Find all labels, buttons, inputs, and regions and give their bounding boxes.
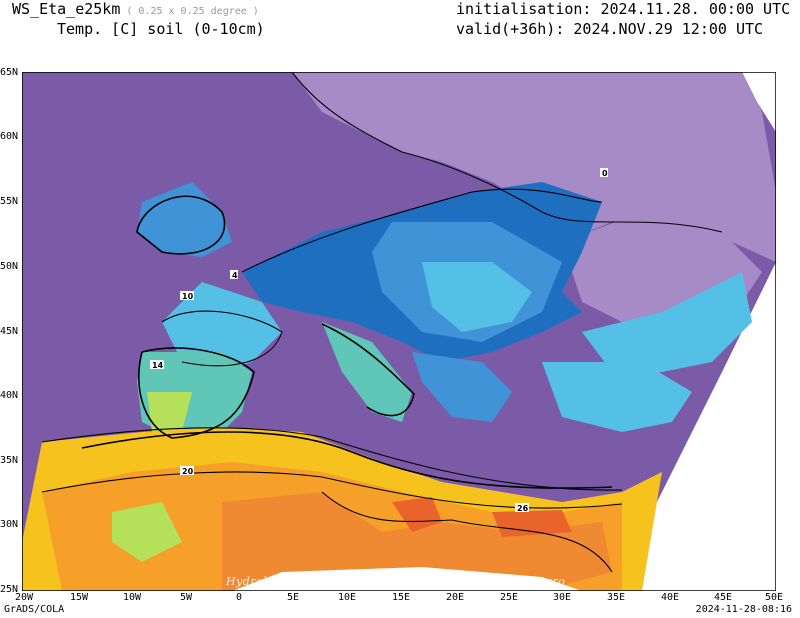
lat-label-30n: 30N: [0, 519, 19, 530]
lon-label-50e: 50E: [764, 592, 784, 603]
label-contour-26: 26: [517, 504, 529, 513]
watermark: Hydrological and Meteorological service …: [226, 575, 566, 588]
region-below-0-north: [292, 72, 776, 262]
region-8-10-pannonian: [422, 262, 532, 332]
footer-timestamp: 2024-11-28-08:16: [695, 604, 792, 615]
footer-software: GrADS/COLA: [4, 604, 65, 615]
lon-label-20e: 20E: [445, 592, 465, 603]
no-data-east: [612, 262, 776, 591]
coastlines: [81, 195, 613, 489]
lat-label-55n: 55N: [0, 196, 19, 207]
region-anatolia: [542, 362, 692, 432]
model-name: WS_Eta_e25km: [12, 0, 121, 18]
model-title: WS_Eta_e25km ( 0.25 x 0.25 degree ): [12, 0, 259, 18]
resolution-note: ( 0.25 x 0.25 degree ): [126, 6, 259, 17]
lon-label-5w: 5W: [179, 592, 193, 603]
coast-britain: [136, 195, 226, 255]
lat-label-50n: 50N: [0, 261, 19, 272]
region-sahara-22-26: [222, 492, 612, 591]
no-data-south: [232, 567, 582, 591]
lon-label-20w: 20W: [14, 592, 34, 603]
region-atlas: [112, 502, 182, 562]
lat-label-65n: 65N: [0, 67, 19, 78]
lon-label-25e: 25E: [499, 592, 519, 603]
region-hot-core-1: [392, 497, 442, 532]
lat-label-60n: 60N: [0, 131, 19, 142]
lon-label-15e: 15E: [391, 592, 411, 603]
region-iberia-south: [147, 392, 192, 432]
coast-north-africa: [81, 431, 613, 489]
variable-title: Temp. [C] soil (0-10cm): [57, 20, 265, 38]
initialisation-time: initialisation: 2024.11.28. 00:00 UTC: [456, 0, 791, 18]
soil-temperature-map: 10 14 20 26 4 0: [22, 72, 776, 591]
contour-10-france: [161, 310, 283, 367]
lon-label-45e: 45E: [713, 592, 733, 603]
lat-label-25n: 25N: [0, 584, 19, 595]
contour-14: [41, 427, 623, 491]
region-hot-core-2: [492, 510, 572, 537]
label-contour-10: 10: [182, 292, 194, 301]
coast-iberia: [138, 347, 255, 439]
contour-4: [241, 188, 603, 273]
label-contour-4: 4: [232, 271, 238, 280]
lon-label-10w: 10W: [122, 592, 142, 603]
region-italy: [322, 322, 412, 422]
valid-time: valid(+36h): 2024.NOV.29 12:00 UTC: [456, 20, 764, 38]
lon-label-15w: 15W: [69, 592, 89, 603]
no-data-ne: [742, 72, 776, 132]
lat-label-40n: 40N: [0, 390, 19, 401]
lon-label-35e: 35E: [606, 592, 626, 603]
label-contour-20: 20: [182, 467, 194, 476]
lat-label-35n: 35N: [0, 455, 19, 466]
lon-label-30e: 30E: [552, 592, 572, 603]
contour-lines: [41, 72, 723, 573]
lon-label-5e: 5E: [286, 592, 300, 603]
label-contour-0: 0: [602, 169, 608, 178]
contour-26: [321, 491, 613, 573]
contour-value-labels: 10 14 20 26 4 0: [150, 168, 608, 513]
region-balkans: [412, 352, 512, 422]
lon-label-10e: 10E: [337, 592, 357, 603]
label-contour-14: 14: [152, 361, 164, 370]
lon-label-0: 0: [235, 592, 243, 603]
lat-label-45n: 45N: [0, 326, 19, 337]
contour-0: [291, 72, 723, 233]
coast-italy: [321, 323, 415, 417]
region-8-10-caucasus: [582, 272, 752, 372]
lon-label-40e: 40E: [660, 592, 680, 603]
